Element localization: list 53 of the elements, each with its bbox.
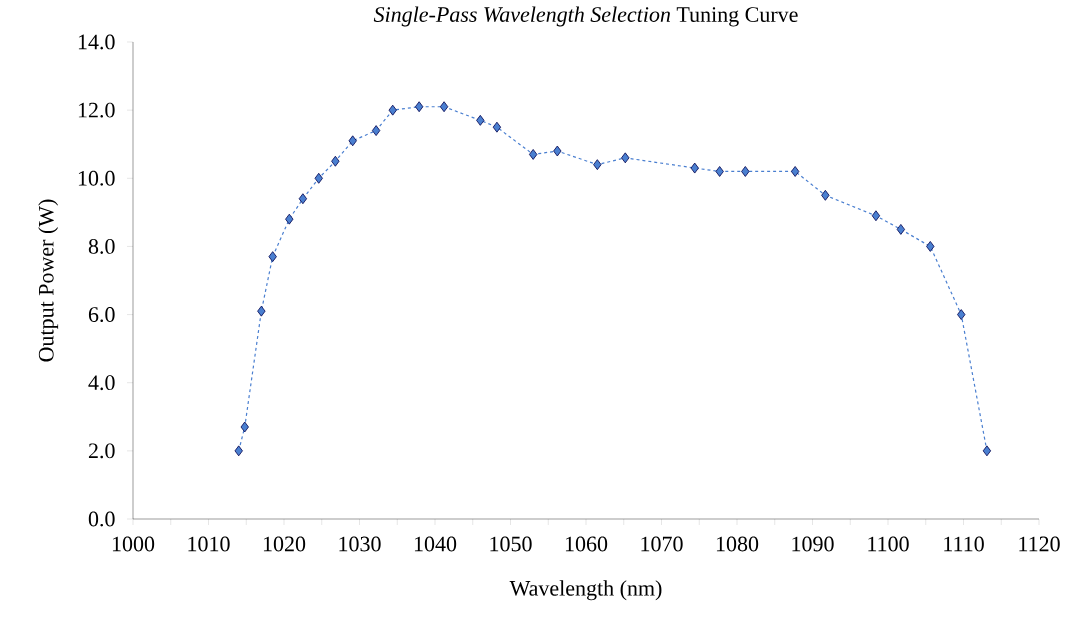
x-axis-title: Wavelength (nm) (509, 580, 662, 601)
x-tick-label: 1040 (414, 536, 457, 552)
x-tick-label: 1100 (868, 536, 909, 552)
point (492, 121, 502, 133)
y-tick-label: 14.0 (78, 34, 115, 50)
point (926, 241, 935, 252)
y-axis-title: Output Power (W) (38, 199, 59, 362)
point (298, 193, 308, 205)
point (285, 213, 294, 225)
point (234, 445, 243, 457)
x-tick-label: 1000 (112, 536, 155, 552)
point (741, 166, 750, 177)
y-tick-label: 0.0 (88, 511, 115, 527)
point (529, 149, 538, 160)
point (957, 309, 966, 320)
point (314, 172, 323, 184)
point (896, 223, 905, 235)
chart-title: Single-Pass Wavelength Selection Tuning Curve (373, 6, 798, 27)
point (415, 101, 424, 113)
point (621, 152, 630, 164)
x-tick-label: 1070 (641, 536, 683, 552)
x-tick-label: 1080 (716, 536, 759, 552)
point (257, 305, 266, 317)
point (593, 159, 602, 171)
x-tick-label: 1110 (944, 536, 984, 552)
point (690, 162, 699, 174)
point (439, 101, 449, 113)
point (553, 145, 562, 157)
point (331, 155, 340, 167)
x-tick-label: 1060 (565, 536, 608, 552)
point (790, 166, 800, 177)
x-tick-label: 1120 (1019, 536, 1060, 552)
x-tick-label: 1050 (490, 536, 532, 552)
x-tick-label: 1030 (339, 536, 381, 552)
point (715, 166, 724, 177)
y-tick-label: 6.0 (88, 307, 115, 323)
point (821, 189, 830, 201)
x-tick-label: 1020 (263, 536, 306, 552)
point (240, 421, 249, 433)
point (371, 125, 381, 136)
x-tick-label: 1090 (792, 536, 834, 552)
x-tick-label: 1010 (188, 536, 230, 552)
point (268, 251, 277, 263)
y-tick-label: 12.0 (78, 102, 115, 118)
point (871, 210, 881, 222)
y-tick-label: 2.0 (88, 443, 115, 459)
point (982, 445, 992, 457)
point (348, 135, 357, 147)
point (388, 104, 397, 116)
point (476, 114, 485, 126)
y-tick-label: 10.0 (78, 170, 115, 186)
y-tick-label: 4.0 (88, 375, 115, 391)
y-tick-label: 8.0 (88, 238, 115, 254)
